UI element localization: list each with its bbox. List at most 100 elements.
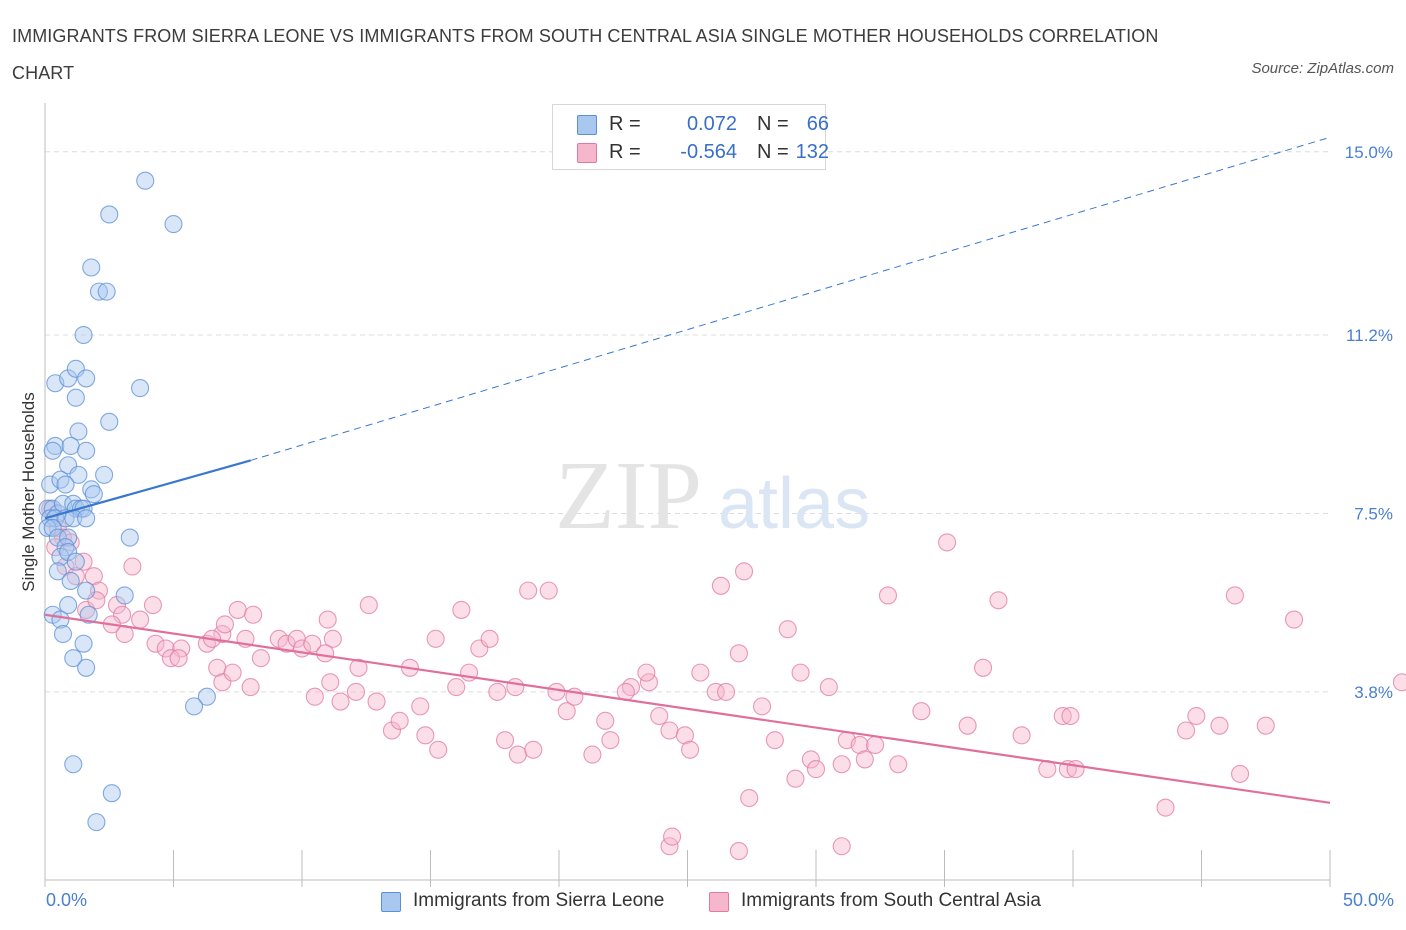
south-central-asia-point (878, 586, 898, 605)
south-central-asia-point (938, 533, 957, 552)
south-central-asia-point (131, 610, 150, 629)
south-central-asia-point (716, 682, 736, 701)
sierra-leone-point (56, 538, 75, 557)
bottom-legend-label: Immigrants from South Central Asia (741, 890, 1041, 911)
sierra-leone-point (43, 441, 62, 460)
south-central-asia-point (734, 562, 754, 581)
south-central-asia-point (251, 649, 270, 668)
south-central-asia-trendline (44, 613, 1331, 804)
south-central-asia-point (1231, 764, 1250, 783)
legend-r-value: 0.072 (686, 113, 737, 135)
legend-swatch-south-central-asia (577, 143, 597, 163)
south-central-asia-point (524, 740, 543, 759)
south-central-asia-point (359, 596, 378, 615)
legend-n-label: N = (757, 141, 789, 163)
south-central-asia-point (539, 581, 558, 600)
sierra-leone-point (41, 475, 60, 494)
y-tick-label: 11.2% (1346, 326, 1393, 345)
south-central-asia-point (706, 682, 725, 701)
x-axis-max-label: 50.0% (1342, 890, 1394, 910)
sierra-leone-point (164, 215, 183, 234)
chart-title: IMMIGRANTS FROM SIERRA LEONE VS IMMIGRAN… (12, 26, 1159, 83)
sierra-leone-point (61, 436, 80, 455)
sierra-leone-point (66, 388, 85, 407)
south-central-asia-point (752, 697, 772, 716)
south-central-asia-point (889, 755, 908, 774)
south-central-asia-point (74, 552, 93, 571)
sierra-leone-point (102, 784, 121, 803)
south-central-asia-point (1066, 760, 1085, 779)
y-tick-label: 3.8% (1354, 683, 1393, 702)
south-central-asia-point (806, 760, 826, 779)
south-central-asia-point (850, 735, 869, 755)
south-central-asia-point (740, 788, 759, 808)
south-central-asia-point (215, 615, 234, 634)
watermark: ZIP atlas (555, 442, 870, 550)
watermark-zip: ZIP (555, 442, 702, 550)
sierra-leone-point (95, 465, 114, 484)
south-central-asia-point (583, 745, 602, 764)
south-central-asia-point (729, 842, 748, 861)
south-central-asia-point (958, 716, 977, 735)
south-central-asia-point (390, 711, 409, 730)
south-central-asia-point (801, 750, 820, 769)
sierra-leone-point (79, 605, 98, 624)
sierra-leone-point (131, 379, 150, 398)
south-central-asia-point (866, 735, 885, 755)
sierra-leone-point (120, 528, 139, 547)
south-central-asia-point (1012, 726, 1031, 745)
south-central-asia-point (84, 567, 103, 586)
south-central-asia-point (855, 750, 874, 769)
sierra-leone-point (89, 282, 109, 301)
south-central-asia-point (601, 731, 620, 750)
south-central-asia-point (557, 702, 576, 721)
south-central-asia-point (323, 629, 342, 648)
sierra-leone-point (66, 552, 85, 571)
sierra-leone-point (82, 480, 101, 499)
sierra-leone-point (77, 581, 96, 600)
legend-n-value: 132 (795, 141, 829, 163)
south-central-asia-point (495, 731, 515, 750)
south-central-asia-point (146, 634, 165, 653)
south-central-asia-point (241, 678, 260, 697)
south-central-asia-point (156, 639, 175, 658)
sierra-leone-point (59, 543, 78, 562)
sierra-leone-point (51, 470, 70, 489)
sierra-leone-point (74, 634, 93, 653)
south-central-asia-point (382, 721, 402, 740)
south-central-asia-point (681, 740, 700, 759)
legend-n-value: 66 (806, 113, 829, 135)
south-central-asia-point (506, 678, 525, 697)
south-central-asia-point (488, 682, 507, 701)
south-central-asia-point (711, 576, 730, 595)
south-central-asia-point (411, 697, 430, 716)
south-central-asia-point (123, 557, 142, 576)
south-central-asia-point (1061, 706, 1080, 726)
stats-legend: R = 0.072 N = 66 R = -0.564 N = 132 (552, 104, 829, 170)
sierra-leone-point (64, 755, 83, 774)
south-central-asia-point (447, 678, 466, 697)
south-central-asia-point (426, 629, 445, 648)
y-tick-labels: 15.0% 11.2% 7.5% 3.8% (1345, 143, 1393, 702)
legend-r-label: R = (609, 113, 641, 135)
sierra-leone-point (59, 369, 78, 388)
sierra-leone-point (115, 586, 134, 605)
south-central-asia-point (305, 687, 324, 706)
source-label: Source: ZipAtlas.com (1251, 60, 1394, 77)
sierra-leone-point (53, 624, 73, 644)
south-central-asia-point (765, 731, 784, 750)
sierra-leone-point (100, 412, 119, 431)
bottom-legend-label: Immigrants from Sierra Leone (413, 890, 665, 911)
points-layer (38, 171, 1406, 861)
south-central-asia-point (1256, 716, 1275, 735)
sierra-leone-point (77, 369, 96, 388)
sierra-leone-trendline-projection (250, 136, 1331, 461)
south-central-asia-point (1284, 610, 1304, 629)
south-central-asia-point (223, 663, 242, 682)
south-central-asia-point (519, 581, 538, 600)
south-central-asia-point (1225, 586, 1244, 605)
legend-r-label: R = (609, 141, 641, 163)
south-central-asia-point (508, 745, 527, 764)
south-central-asia-point (637, 663, 656, 682)
south-central-asia-point (244, 605, 263, 624)
